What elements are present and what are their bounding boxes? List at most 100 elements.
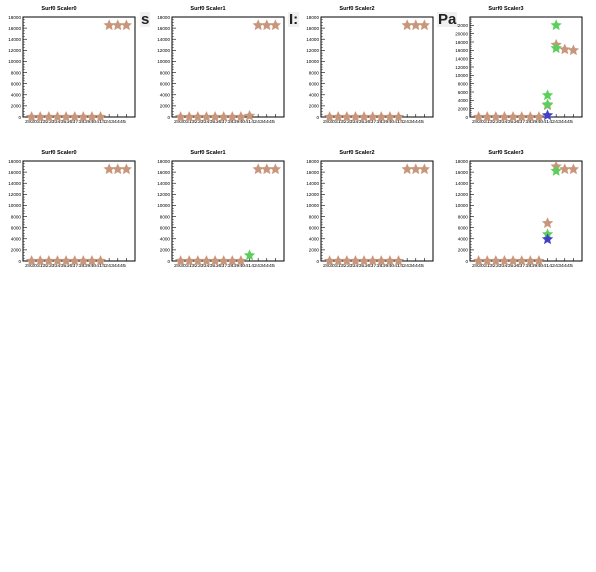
y-tick-label: 20000	[455, 31, 468, 36]
data-point-series-0	[120, 19, 133, 31]
y-tick-label: 6000	[160, 81, 171, 86]
data-point-series-0	[410, 163, 422, 175]
chart-panel-7: Surf0 Scaler3 0 2000 4000 6000 8000 10000 12000…	[455, 150, 583, 268]
y-tick-label: 6000	[458, 225, 469, 230]
data-point-series-0	[533, 255, 545, 266]
y-tick-label: 16000	[157, 26, 170, 31]
chart-panel-1: Surf0 Scaler1 0 2000 4000 6000 8000 10000 12000…	[157, 6, 285, 124]
overlay-fragment-i: I:	[288, 11, 300, 28]
data-point-series-1	[550, 19, 562, 31]
data-point-series-0	[94, 255, 107, 266]
y-tick-label: 14000	[455, 56, 468, 61]
y-tick-label: 8000	[11, 70, 22, 75]
y-tick-label: 0	[316, 115, 319, 120]
data-point-series-0	[269, 163, 282, 175]
chart-panel-2: Surf0 Scaler2 0 2000 4000 6000 8000 10000 12000…	[306, 6, 434, 124]
y-tick-label: 16000	[455, 48, 468, 53]
y-tick-label: 0	[465, 115, 468, 120]
y-tick-label: 12000	[157, 48, 170, 53]
y-tick-label: 6000	[11, 81, 22, 86]
y-tick-label: 0	[18, 115, 21, 120]
data-point-series-0	[567, 163, 580, 175]
y-tick-label: 2000	[11, 104, 22, 109]
plot-frame	[469, 160, 583, 262]
x-tick-labels: 2930313233343536373839404142434445	[472, 119, 574, 124]
data-point-series-0	[401, 163, 413, 175]
data-point-series-0	[418, 19, 431, 31]
data-point-series-0	[252, 163, 264, 175]
plot-frame	[22, 16, 136, 118]
y-tick-label: 4000	[458, 237, 469, 242]
data-point-series-1	[550, 165, 562, 176]
y-tick-label: 2000	[309, 104, 320, 109]
x-tick-labels: 2930313233343536373839404142434445	[174, 119, 276, 124]
y-tick-label: 2000	[458, 106, 469, 111]
data-point-series-1	[541, 89, 554, 101]
chart-panel-3: Surf0 Scaler3 0 2000 4000 6000 8000 10000 12000…	[455, 6, 583, 124]
data-point-series-0	[103, 163, 115, 175]
chart-panel-0: Surf0 Scaler0 0 2000 4000 6000 8000 10000 12000…	[8, 6, 136, 124]
y-tick-label: 14000	[306, 37, 319, 42]
y-tick-label: 10000	[455, 203, 468, 208]
y-tick-label: 18000	[306, 159, 319, 164]
data-point-series-0	[252, 19, 264, 31]
y-tick-label: 10000	[455, 73, 468, 78]
data-point-series-0	[261, 19, 273, 31]
y-tick-label: 18000	[455, 159, 468, 164]
y-tick-label: 2000	[11, 248, 22, 253]
y-tick-label: 6000	[309, 225, 320, 230]
chart-title: Surf0 Scaler0	[41, 6, 76, 12]
y-tick-label: 16000	[8, 26, 21, 31]
y-tick-label: 16000	[157, 170, 170, 175]
data-point-series-0	[243, 109, 256, 121]
plot-frame	[171, 16, 285, 118]
plot-frame	[320, 16, 434, 118]
y-tick-label: 6000	[11, 225, 22, 230]
y-tick-label: 16000	[306, 170, 319, 175]
x-tick-labels: 2930313233343536373839404142434445	[174, 263, 276, 268]
y-tick-label: 6000	[309, 81, 320, 86]
y-tick-label: 18000	[455, 40, 468, 45]
x-tick-labels: 2930313233343536373839404142434445	[472, 263, 574, 268]
data-point-series-0	[392, 111, 405, 122]
chart-title: Surf0 Scaler3	[488, 150, 523, 156]
y-tick-label: 12000	[157, 192, 170, 197]
y-tick-label: 4000	[309, 237, 320, 242]
y-tick-label: 8000	[458, 214, 469, 219]
chart-title: Surf0 Scaler0	[41, 150, 76, 156]
x-tick-labels: 2930313233343536373839404142434445	[25, 119, 127, 124]
y-tick-label: 14000	[455, 181, 468, 186]
data-point-series-0	[235, 111, 247, 122]
y-tick-label: 10000	[8, 203, 21, 208]
y-tick-label: 14000	[8, 37, 21, 42]
overlay-fragment-s: s	[140, 11, 151, 28]
y-tick-label: 12000	[455, 65, 468, 70]
data-point-series-0	[261, 163, 273, 175]
data-point-series-0	[94, 111, 107, 122]
chart-title: Surf0 Scaler1	[190, 6, 225, 12]
y-tick-label: 4000	[160, 237, 171, 242]
data-point-series-2	[541, 233, 554, 245]
y-tick-label: 0	[167, 115, 170, 120]
y-tick-label: 0	[316, 259, 319, 264]
y-tick-label: 8000	[160, 70, 171, 75]
y-tick-label: 12000	[306, 192, 319, 197]
y-tick-label: 2000	[160, 248, 171, 253]
y-tick-label: 16000	[455, 170, 468, 175]
y-tick-label: 2000	[309, 248, 320, 253]
y-tick-label: 4000	[160, 93, 171, 98]
y-tick-label: 8000	[11, 214, 22, 219]
y-tick-label: 18000	[306, 15, 319, 20]
y-tick-label: 2000	[160, 104, 171, 109]
y-tick-label: 2000	[458, 248, 469, 253]
chart-title: Surf0 Scaler2	[339, 150, 374, 156]
x-tick-labels: 2930313233343536373839404142434445	[25, 263, 127, 268]
plot-frame	[320, 160, 434, 262]
data-point-series-0	[269, 19, 282, 31]
y-tick-label: 0	[167, 259, 170, 264]
plot-frame	[171, 160, 285, 262]
y-tick-label: 10000	[157, 203, 170, 208]
y-tick-label: 6000	[160, 225, 171, 230]
y-tick-label: 0	[465, 259, 468, 264]
